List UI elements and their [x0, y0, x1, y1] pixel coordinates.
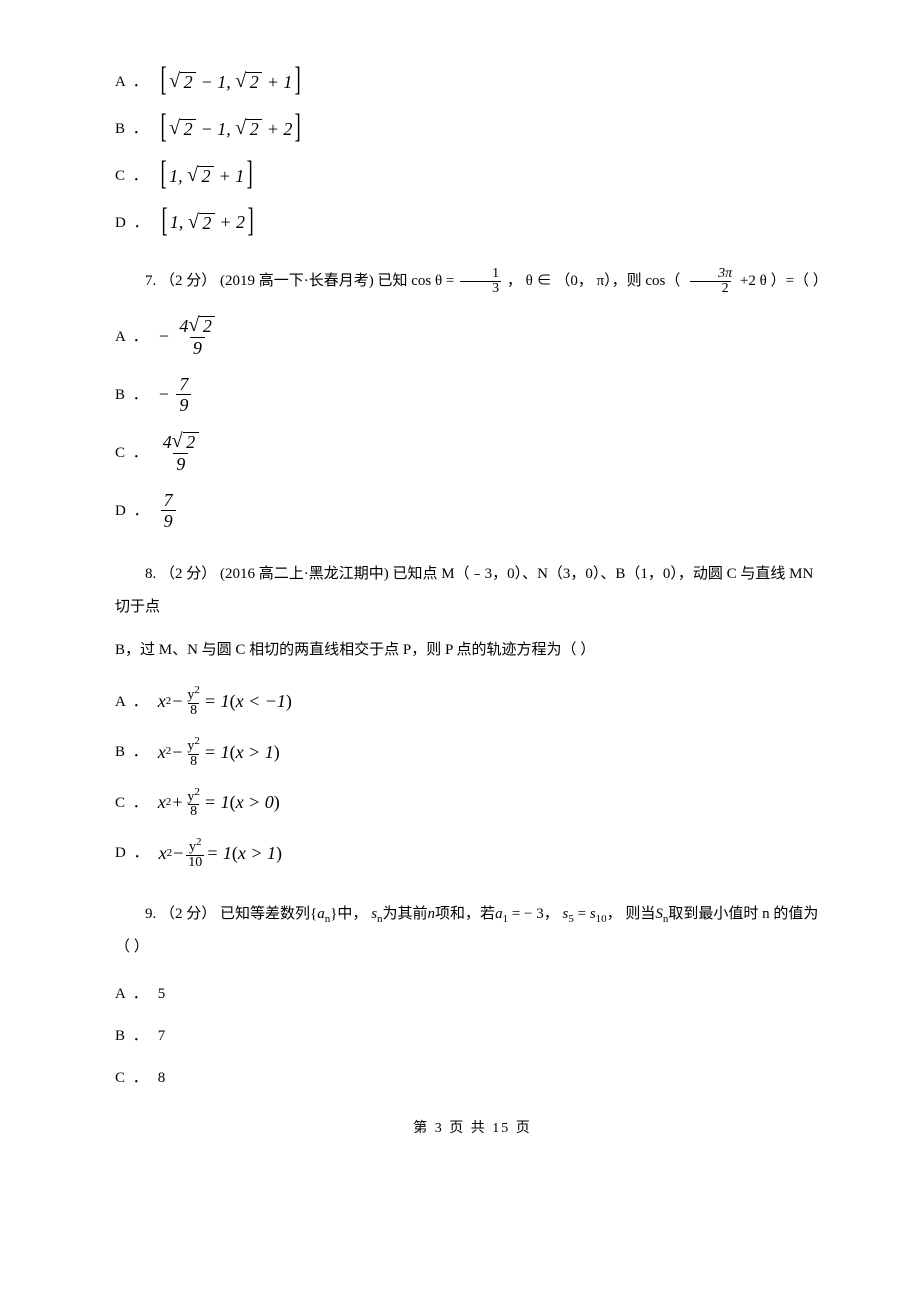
- q8-option-a: A ． x2 − y28 = 1(x < −1): [115, 685, 830, 718]
- q7-option-a: A ． − 4√29: [115, 316, 830, 357]
- math-Sn: Sn: [655, 906, 668, 922]
- q9-text: 为其前: [383, 906, 428, 922]
- option-label: A ．: [115, 325, 150, 349]
- math-expr: x2 + y28 = 1(x > 0): [158, 787, 280, 820]
- math-seq: {an}: [310, 906, 337, 922]
- q6-option-b: B ． [ √2 − 1, √2 + 2 ]: [115, 115, 830, 144]
- q9-option-c: C ． 8: [115, 1066, 830, 1090]
- option-label: C ．: [115, 164, 150, 188]
- exam-page: A ． [ √2 − 1, √2 + 1 ] B ． [ √2 − 1, √2 …: [0, 0, 920, 1170]
- q9-text: 中，: [337, 906, 367, 922]
- option-value: 8: [158, 1066, 166, 1090]
- math-sn: sn: [371, 906, 382, 922]
- option-label: A ．: [115, 690, 150, 714]
- option-value: 5: [158, 982, 166, 1006]
- q8-option-d: D ． x2 − y210 = 1(x > 1): [115, 837, 830, 870]
- page-footer: 第 3 页 共 15 页: [115, 1118, 830, 1140]
- math-expr: [ 1, √2 + 2 ]: [159, 208, 257, 237]
- q9-stem: 9. （2 分） 已知等差数列{an}中， sn为其前n项和，若a1 = − 3…: [115, 898, 830, 964]
- option-label: B ．: [115, 740, 150, 764]
- math-s5s10: s5 = s10: [563, 906, 607, 922]
- option-label: C ．: [115, 791, 150, 815]
- option-label: D ．: [115, 211, 151, 235]
- option-label: B ．: [115, 383, 150, 407]
- q8-option-c: C ． x2 + y28 = 1(x > 0): [115, 787, 830, 820]
- math-expr: [ 1, √2 + 1 ]: [158, 162, 256, 191]
- math-expr: x2 − y28 = 1(x < −1): [158, 685, 292, 718]
- math-expr: − 4√29: [158, 316, 221, 357]
- q7-option-c: C ． 4√29: [115, 432, 830, 473]
- q8-stem-line1: 8. （2 分） (2016 高二上·黑龙江期中) 已知点 M（﹣3，0）、N（…: [115, 558, 830, 624]
- q7-stem: 7. （2 分） (2019 高一下·长春月考) 已知 cos θ = 1 3 …: [115, 265, 830, 298]
- option-label: A ．: [115, 70, 150, 94]
- q9-text: 项和，若: [435, 906, 495, 922]
- q7-option-d: D ． 79: [115, 491, 830, 530]
- q9-text: 9. （2 分） 已知等差数列: [145, 906, 310, 922]
- option-label: A ．: [115, 982, 150, 1006]
- option-label: B ．: [115, 1024, 150, 1048]
- math-expr: 79: [159, 491, 178, 530]
- option-label: C ．: [115, 1066, 150, 1090]
- option-label: B ．: [115, 117, 150, 141]
- q6-option-a: A ． [ √2 − 1, √2 + 1 ]: [115, 68, 830, 97]
- q9-option-b: B ． 7: [115, 1024, 830, 1048]
- option-label: D ．: [115, 499, 151, 523]
- q9-text: ，: [544, 906, 563, 922]
- q6-option-d: D ． [ 1, √2 + 2 ]: [115, 208, 830, 237]
- q6-option-c: C ． [ 1, √2 + 1 ]: [115, 162, 830, 191]
- math-expr: x2 − y28 = 1(x > 1): [158, 736, 280, 769]
- q9-option-a: A ． 5: [115, 982, 830, 1006]
- q7-text-mid: ， θ ∈ （0， π），则 cos（: [507, 273, 684, 289]
- option-label: D ．: [115, 841, 151, 865]
- fraction: 3π 2: [686, 267, 734, 296]
- math-n: n: [428, 906, 436, 922]
- q7-text-suffix: +2 θ ）=（ ）: [740, 273, 828, 289]
- math-expr: [ √2 − 1, √2 + 2 ]: [158, 115, 304, 144]
- q9-text: ， 则当: [607, 906, 656, 922]
- q7-text-prefix: 7. （2 分） (2019 高一下·长春月考) 已知 cos θ =: [145, 273, 458, 289]
- math-expr: − 79: [158, 375, 194, 414]
- q7-option-b: B ． − 79: [115, 375, 830, 414]
- math-expr: [ √2 − 1, √2 + 1 ]: [158, 68, 304, 97]
- math-expr: x2 − y210 = 1(x > 1): [159, 837, 282, 870]
- q8-option-b: B ． x2 − y28 = 1(x > 1): [115, 736, 830, 769]
- fraction: 1 3: [460, 267, 501, 296]
- math-a1: a1 = − 3: [495, 906, 544, 922]
- option-label: C ．: [115, 441, 150, 465]
- option-value: 7: [158, 1024, 166, 1048]
- math-expr: 4√29: [158, 432, 204, 473]
- q8-stem-line2: B，过 M、N 与圆 C 相切的两直线相交于点 P，则 P 点的轨迹方程为（ ）: [115, 634, 830, 667]
